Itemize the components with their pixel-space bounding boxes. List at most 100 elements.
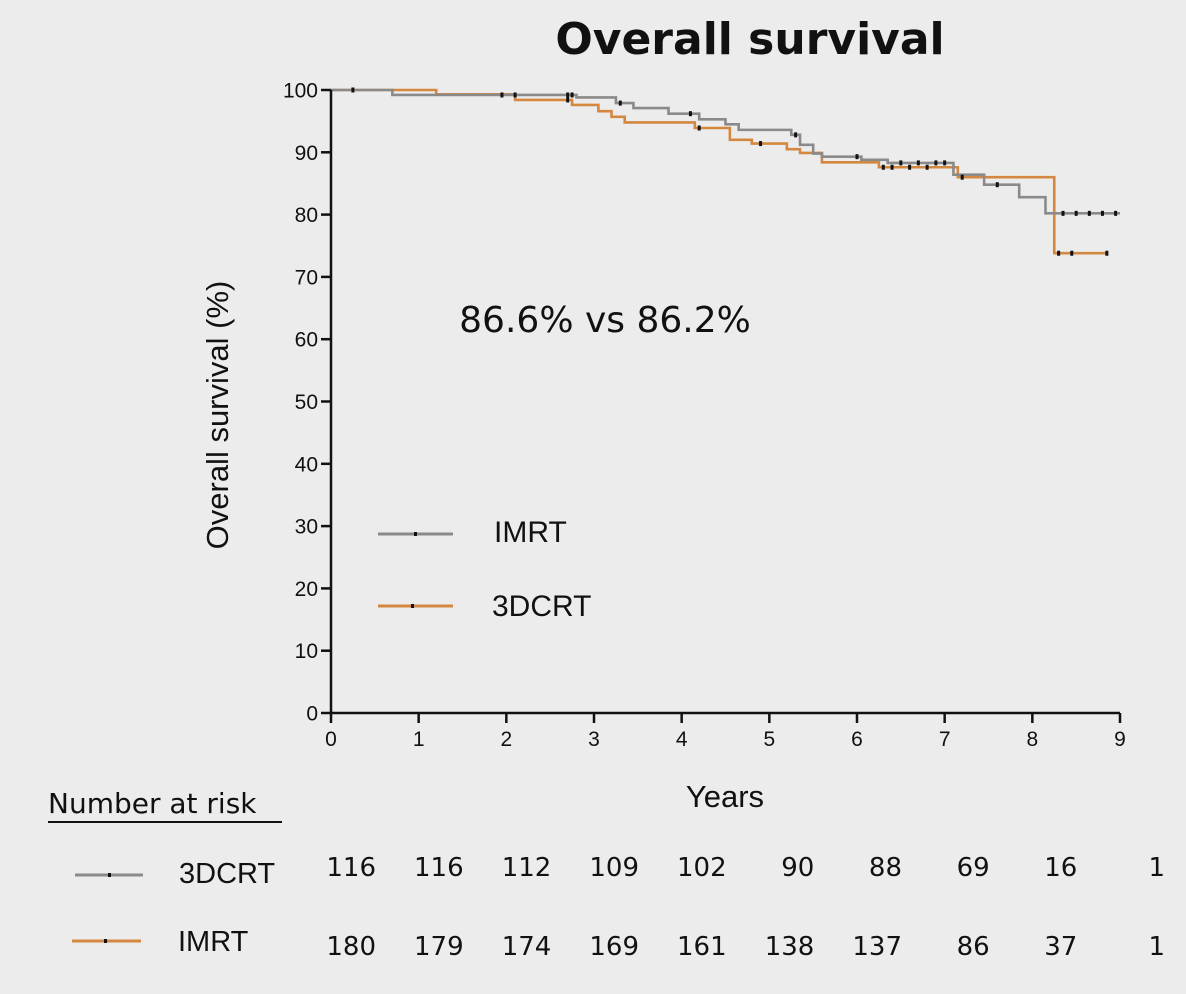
censor-mark-imrt-18 <box>1114 210 1118 216</box>
legend-label-3dcrt: 3DCRT <box>492 590 591 623</box>
censor-mark-imrt-17 <box>1100 210 1104 216</box>
censor-mark-imrt-1 <box>500 92 504 98</box>
number-at-risk-heading: Number at risk <box>48 787 257 820</box>
number-at-risk-table: Number at risk 3DCRT 116 116 112 109 102 90 88… <box>48 787 1165 962</box>
risk-value-3dcrt-year-7: 69 <box>957 853 990 883</box>
risk-value-imrt-year-0: 180 <box>326 932 376 962</box>
censor-mark-3dcrt-1 <box>697 125 701 131</box>
legend: IMRT 3DCRT <box>378 516 591 623</box>
risk-value-imrt-year-8: 37 <box>1044 932 1077 962</box>
censor-mark-imrt-8 <box>855 154 859 160</box>
x-tick-label-2: 2 <box>500 728 512 751</box>
censor-mark-3dcrt-10 <box>1105 250 1109 256</box>
x-tick-label-8: 8 <box>1026 728 1038 751</box>
x-tick-label-7: 7 <box>939 728 951 751</box>
censor-mark-imrt-10 <box>916 160 920 166</box>
y-tick-label-30: 30 <box>295 516 318 539</box>
censor-mark-3dcrt-6 <box>925 164 929 170</box>
risk-value-imrt-year-3: 169 <box>589 932 639 962</box>
censor-mark-imrt-14 <box>1061 210 1065 216</box>
x-tick-label-9: 9 <box>1114 728 1126 751</box>
censor-mark-imrt-6 <box>688 111 692 117</box>
risk-row-imrt-values: 180 179 174 169 161 138 137 86 37 1 <box>326 932 1165 962</box>
x-tick-label-3: 3 <box>588 728 600 751</box>
survival-curves <box>331 88 1120 255</box>
censor-marks <box>351 87 1118 256</box>
x-tick-label-5: 5 <box>763 728 775 751</box>
y-tick-label-40: 40 <box>295 453 318 476</box>
censor-mark-3dcrt-4 <box>890 164 894 170</box>
censor-mark-imrt-2 <box>513 92 517 98</box>
legend-censor-mark-3dcrt <box>411 604 414 608</box>
x-tick-label-0: 0 <box>325 728 337 751</box>
risk-value-imrt-year-1: 179 <box>414 932 464 962</box>
y-axis-label: Overall survival (%) <box>200 281 235 550</box>
censor-mark-imrt-16 <box>1087 210 1091 216</box>
x-axis-label: Years <box>686 779 764 814</box>
risk-value-imrt-year-6: 137 <box>852 932 902 962</box>
risk-value-3dcrt-year-9: 1 <box>1148 853 1165 883</box>
x-tick-label-1: 1 <box>413 728 425 751</box>
y-tick-label-50: 50 <box>295 391 318 414</box>
y-tick-label-0: 0 <box>306 703 318 726</box>
legend-label-imrt: IMRT <box>494 516 567 549</box>
censor-mark-3dcrt-3 <box>881 164 885 170</box>
y-tick-label-60: 60 <box>295 329 318 352</box>
risk-row-3dcrt-label: 3DCRT <box>179 858 275 890</box>
censor-mark-3dcrt-0 <box>566 97 570 103</box>
censor-mark-imrt-5 <box>618 100 622 106</box>
censor-mark-3dcrt-5 <box>908 164 912 170</box>
x-axis-ticks: 0 1 2 3 4 5 6 7 8 9 <box>325 713 1126 751</box>
y-axis-ticks: 0 10 20 30 40 50 60 70 80 90 100 <box>283 80 331 726</box>
risk-row-3dcrt-values: 116 116 112 109 102 90 88 69 16 1 <box>326 853 1165 883</box>
risk-row-imrt: IMRT 180 179 174 169 161 138 137 86 37 1 <box>72 926 1165 962</box>
risk-value-3dcrt-year-1: 116 <box>414 853 464 883</box>
censor-mark-imrt-15 <box>1074 210 1078 216</box>
risk-value-imrt-year-9: 1 <box>1148 932 1165 962</box>
y-tick-label-100: 100 <box>283 80 318 103</box>
y-tick-label-20: 20 <box>295 578 318 601</box>
legend-censor-mark-imrt <box>414 532 417 536</box>
y-tick-label-80: 80 <box>295 204 318 227</box>
censor-mark-imrt-0 <box>351 87 355 93</box>
risk-row-imrt-censor-mark <box>104 939 107 943</box>
x-tick-label-6: 6 <box>851 728 863 751</box>
censor-mark-3dcrt-8 <box>1057 250 1061 256</box>
censor-mark-3dcrt-9 <box>1070 250 1074 256</box>
censor-mark-imrt-11 <box>934 160 938 166</box>
curve-3dcrt <box>331 88 1107 255</box>
plot-area: 0 10 20 30 40 50 60 70 80 90 100 0 1 2 3 4 5 6 7 8 9 <box>283 80 1126 752</box>
risk-value-3dcrt-year-5: 90 <box>781 853 814 883</box>
censor-mark-imrt-7 <box>794 132 798 138</box>
censor-mark-imrt-13 <box>995 182 999 188</box>
survival-annotation: 86.6% vs 86.2% <box>459 300 751 341</box>
risk-value-imrt-year-5: 138 <box>765 932 815 962</box>
risk-value-imrt-year-2: 174 <box>502 932 552 962</box>
y-tick-label-90: 90 <box>295 142 318 165</box>
censor-mark-3dcrt-7 <box>960 174 964 180</box>
risk-value-3dcrt-year-4: 102 <box>677 853 727 883</box>
legend-item-imrt: IMRT <box>378 516 567 549</box>
y-tick-label-10: 10 <box>295 640 318 663</box>
censor-mark-imrt-12 <box>943 160 947 166</box>
y-tick-label-70: 70 <box>295 266 318 289</box>
risk-value-imrt-year-7: 86 <box>957 932 990 962</box>
legend-item-3dcrt: 3DCRT <box>378 590 591 623</box>
risk-row-3dcrt: 3DCRT 116 116 112 109 102 90 88 69 16 1 <box>75 853 1165 890</box>
risk-value-3dcrt-year-2: 112 <box>502 853 552 883</box>
censor-mark-imrt-9 <box>899 160 903 166</box>
risk-value-3dcrt-year-6: 88 <box>869 853 902 883</box>
risk-value-3dcrt-year-3: 109 <box>589 853 639 883</box>
curve-imrt <box>331 88 1120 215</box>
x-tick-label-4: 4 <box>676 728 688 751</box>
censor-mark-3dcrt-2 <box>759 141 763 147</box>
risk-value-3dcrt-year-8: 16 <box>1044 853 1077 883</box>
risk-row-3dcrt-censor-mark <box>108 873 111 877</box>
censor-mark-imrt-3 <box>566 92 570 98</box>
chart-title: Overall survival <box>555 14 944 65</box>
risk-value-imrt-year-4: 161 <box>677 932 727 962</box>
risk-row-imrt-label: IMRT <box>178 926 249 958</box>
risk-value-3dcrt-year-0: 116 <box>326 853 376 883</box>
censor-mark-imrt-4 <box>570 92 574 98</box>
